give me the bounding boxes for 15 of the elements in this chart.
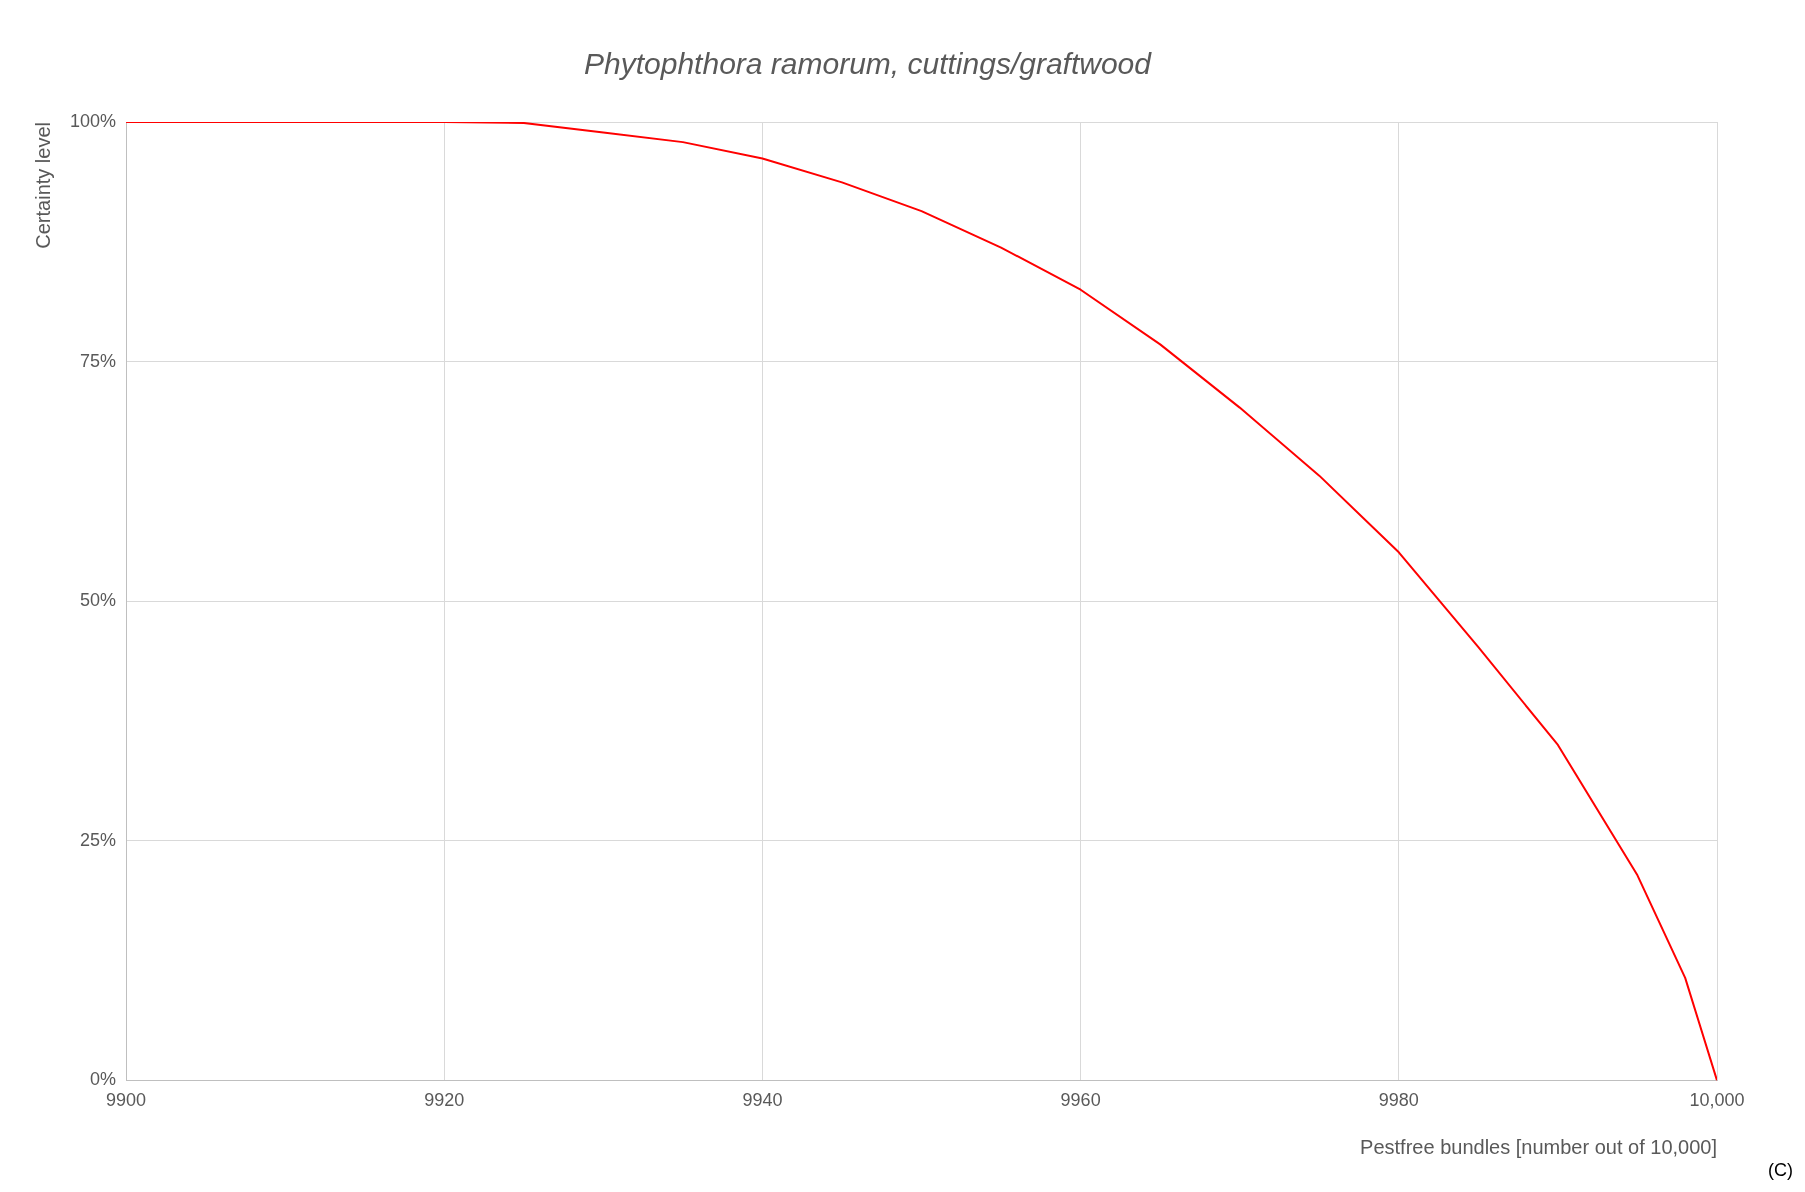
y-tick-label: 25% [80, 829, 117, 850]
y-tick-label: 100% [69, 110, 117, 131]
y-axis-title: Certainty level [31, 122, 54, 249]
x-tick-label: 9940 [742, 1090, 783, 1111]
text: (C) [1768, 1159, 1793, 1180]
y-tick-label: 50% [80, 590, 117, 611]
y-tick-label: 75% [80, 350, 117, 371]
x-tick-label: 9900 [106, 1090, 147, 1111]
x-tick-label: 10,000 [1689, 1090, 1745, 1111]
x-tick-label: 9980 [1378, 1090, 1419, 1111]
chart-title: Phytophthora ramorum, cuttings/graftwood [584, 47, 1153, 81]
y-tick-label: 0% [90, 1069, 117, 1090]
x-axis-title: Pestfree bundles [number out of 10,000] [1360, 1135, 1717, 1158]
x-tick-label: 9960 [1060, 1090, 1101, 1111]
x-tick-label: 9920 [424, 1090, 465, 1111]
